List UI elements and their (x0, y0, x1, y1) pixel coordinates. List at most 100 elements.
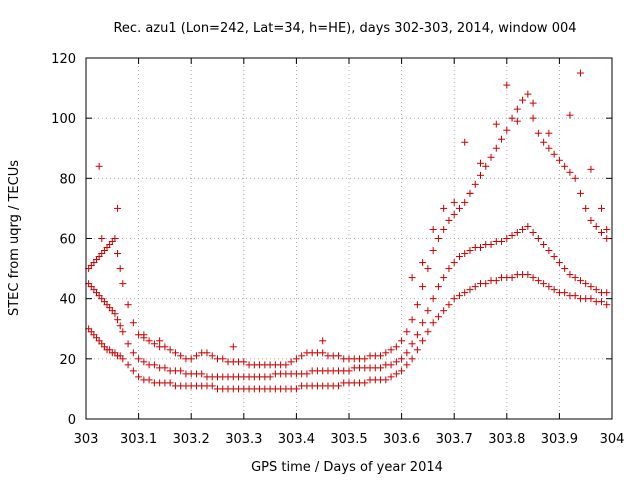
data-point (571, 174, 579, 182)
data-point (592, 222, 600, 230)
data-point (361, 355, 369, 363)
data-point (219, 355, 227, 363)
data-point (503, 126, 511, 134)
y-tick-label: 120 (51, 52, 76, 67)
data-point (555, 259, 563, 267)
data-point (140, 331, 148, 339)
data-point (387, 346, 395, 354)
data-point (471, 283, 479, 291)
y-tick-label: 80 (59, 172, 76, 187)
data-point (571, 274, 579, 282)
data-point (461, 138, 469, 146)
data-point (492, 144, 500, 152)
data-point (319, 337, 327, 345)
data-point (587, 216, 595, 224)
data-point (508, 231, 516, 239)
data-point (461, 250, 469, 258)
data-point (382, 349, 390, 357)
data-point (208, 352, 216, 360)
data-point (408, 274, 416, 282)
data-point (461, 198, 469, 206)
data-point (129, 349, 137, 357)
data-point (587, 295, 595, 303)
data-point (419, 337, 427, 345)
data-point (177, 352, 185, 360)
data-point (466, 247, 474, 255)
data-point (408, 340, 416, 348)
data-point (114, 204, 122, 212)
data-point (566, 271, 574, 279)
data-point (229, 343, 237, 351)
data-point (403, 328, 411, 336)
data-point (129, 319, 137, 327)
data-point (482, 162, 490, 170)
data-point (477, 159, 484, 167)
data-point (187, 355, 195, 363)
data-point (603, 225, 611, 233)
data-point (498, 135, 506, 143)
data-point (603, 301, 611, 309)
data-point (508, 274, 516, 282)
data-point (287, 358, 295, 366)
data-point (524, 90, 532, 98)
data-point (540, 241, 548, 249)
data-point (387, 361, 395, 369)
series-group (85, 222, 611, 381)
data-point (582, 280, 590, 288)
data-point (566, 168, 574, 176)
data-point (471, 180, 479, 188)
data-point (377, 364, 385, 372)
data-point (429, 295, 437, 303)
data-point (440, 225, 448, 233)
data-point (597, 228, 605, 236)
data-point (519, 96, 527, 104)
data-point (119, 355, 127, 363)
data-point (413, 301, 421, 309)
data-point (508, 114, 516, 122)
data-point (424, 307, 432, 315)
data-point (334, 352, 342, 360)
data-point (513, 228, 521, 236)
data-point (177, 367, 185, 375)
data-point (561, 265, 569, 273)
data-point (203, 349, 211, 357)
data-point (529, 274, 537, 282)
data-point (455, 204, 463, 212)
data-point (545, 283, 553, 291)
data-point (434, 313, 442, 321)
series-group (95, 69, 611, 351)
data-point (503, 235, 511, 242)
data-point (345, 367, 353, 375)
data-point (519, 225, 527, 233)
data-point (445, 216, 453, 224)
data-point (450, 295, 458, 303)
data-point (603, 235, 611, 242)
data-point (124, 361, 132, 369)
data-point (455, 292, 463, 300)
data-point (95, 162, 103, 170)
data-point (492, 120, 500, 128)
data-point (140, 358, 148, 366)
data-point (545, 247, 553, 255)
data-point (129, 367, 137, 375)
data-point (150, 340, 158, 348)
data-point (116, 265, 124, 273)
grid (86, 58, 612, 419)
data-point (171, 349, 179, 357)
data-point (398, 355, 406, 363)
data-point (529, 99, 537, 107)
data-point (334, 382, 342, 390)
data-point (603, 289, 611, 297)
data-point (455, 253, 463, 261)
data-point (587, 165, 595, 173)
x-tick-label: 303.7 (436, 432, 473, 447)
plot-frame (85, 57, 613, 420)
series-group (85, 90, 611, 369)
data-point (576, 277, 584, 285)
data-point (161, 343, 169, 351)
data-point (566, 111, 574, 119)
data-point (561, 162, 569, 170)
data-point (282, 361, 290, 369)
data-point (150, 361, 158, 369)
data-point (303, 370, 311, 378)
